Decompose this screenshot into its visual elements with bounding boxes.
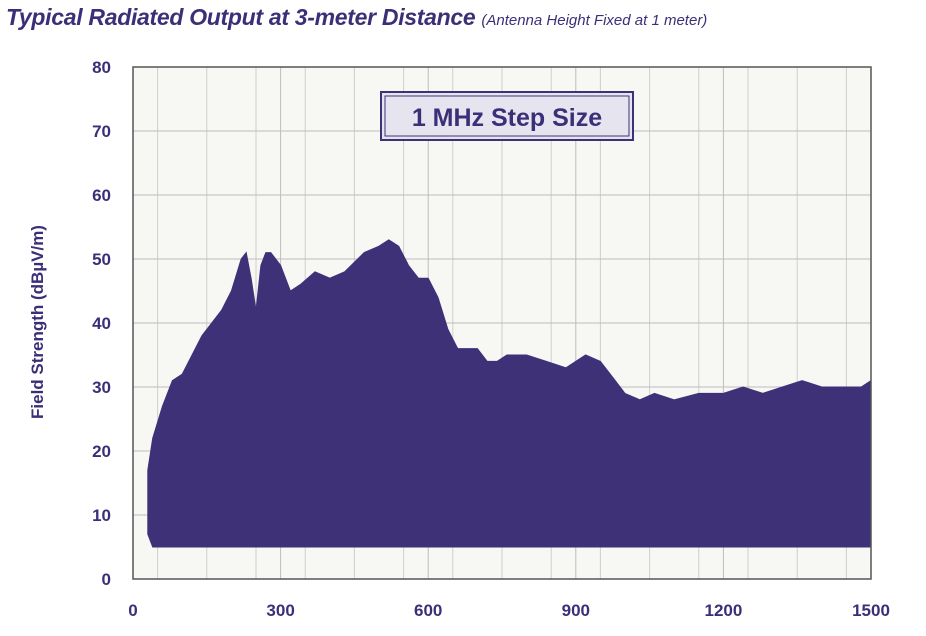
y-tick-label: 30: [92, 378, 111, 397]
annotation-box: [380, 91, 634, 141]
x-tick-label: 0: [128, 601, 137, 620]
y-tick-label: 10: [92, 506, 111, 525]
x-tick-label: 600: [414, 601, 442, 620]
y-tick-labels: 0 10 20 30 40 50 60 70 80: [92, 58, 111, 589]
x-tick-label: 1200: [704, 601, 742, 620]
y-tick-label: 50: [92, 250, 111, 269]
chart-title: Typical Radiated Output at 3-meter Dista…: [6, 4, 707, 31]
plot-frame: [132, 66, 872, 580]
y-tick-label: 0: [102, 570, 111, 589]
chart-title-main: Typical Radiated Output at 3-meter Dista…: [6, 4, 476, 30]
annotation-text: 1 MHz Step Size: [412, 104, 602, 132]
y-tick-label: 70: [92, 122, 111, 141]
x-tick-label: 300: [266, 601, 294, 620]
annotation-box-inner: [384, 95, 630, 137]
x-tick-label: 900: [562, 601, 590, 620]
step-size-annotation: 1 MHz Step Size: [380, 91, 634, 141]
x-tick-label: 1500: [852, 601, 890, 620]
y-tick-label: 60: [92, 186, 111, 205]
y-tick-label: 80: [92, 58, 111, 77]
x-tick-labels: 0 300 600 900 1200 1500: [128, 601, 890, 620]
chart-subtitle: (Antenna Height Fixed at 1 meter): [481, 12, 708, 29]
y-tick-label: 40: [92, 314, 111, 333]
y-tick-label: 20: [92, 442, 111, 461]
